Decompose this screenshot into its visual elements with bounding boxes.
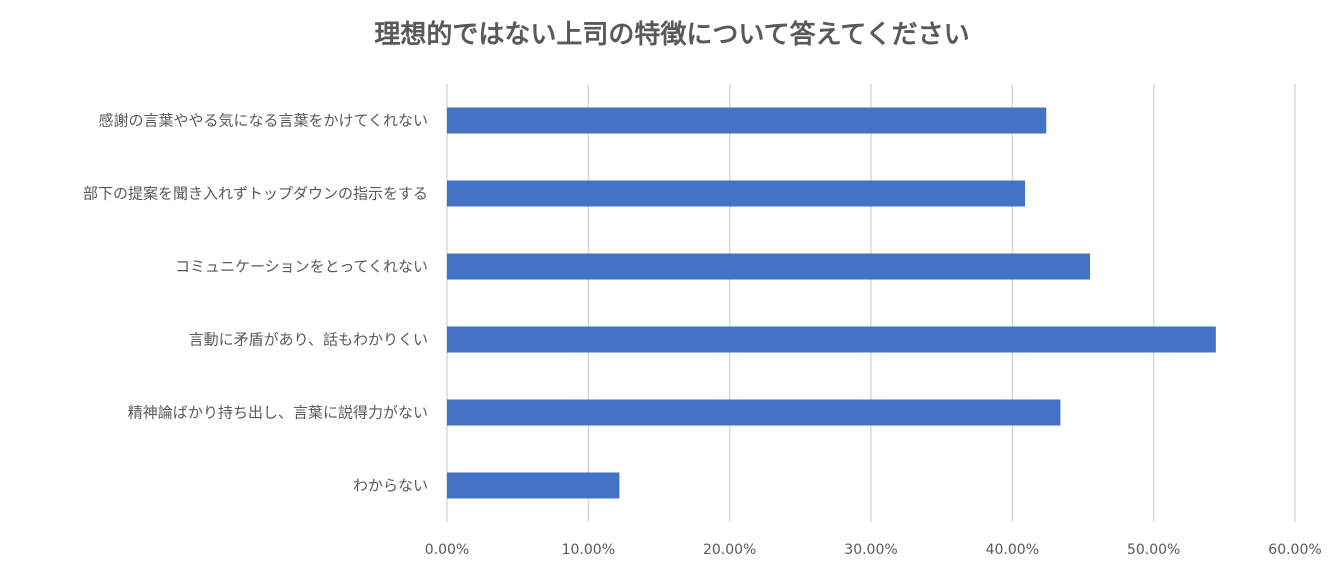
x-tick-label: 60.00% — [1268, 542, 1321, 558]
category-label: 感謝の言葉ややる気になる言葉をかけてくれない — [98, 112, 428, 130]
x-tick-label: 50.00% — [1127, 542, 1180, 558]
bar — [447, 180, 1026, 207]
chart-title: 理想的ではない上司の特徴について答えてください — [374, 20, 970, 50]
x-tick-label: 0.00% — [425, 542, 469, 558]
category-label: 言動に矛盾があり、話もわかりくい — [189, 331, 428, 349]
category-label: わからない — [353, 477, 428, 495]
bar — [447, 253, 1091, 280]
bar — [447, 399, 1061, 426]
category-label: 部下の提案を聞き入れずトップダウンの指示をする — [83, 185, 428, 203]
x-tick-label: 30.00% — [844, 542, 897, 558]
bar — [447, 107, 1047, 134]
bars — [447, 107, 1216, 499]
x-tick-label: 10.00% — [562, 542, 615, 558]
bar — [447, 472, 620, 499]
x-tick-label: 20.00% — [703, 542, 756, 558]
category-label: コミュニケーションをとってくれない — [175, 258, 428, 276]
bar — [447, 326, 1216, 353]
x-tick-label: 40.00% — [986, 542, 1039, 558]
x-axis-ticks: 0.00% 10.00% 20.00% 30.00% 40.00% 50.00% 60.00… — [425, 542, 1322, 558]
category-label: 精神論ばかり持ち出し、言葉に説得力がない — [128, 404, 428, 422]
gridlines — [446, 84, 1296, 522]
category-labels: 感謝の言葉ややる気になる言葉をかけてくれない部下の提案を聞き入れずトップダウンの… — [83, 112, 428, 495]
